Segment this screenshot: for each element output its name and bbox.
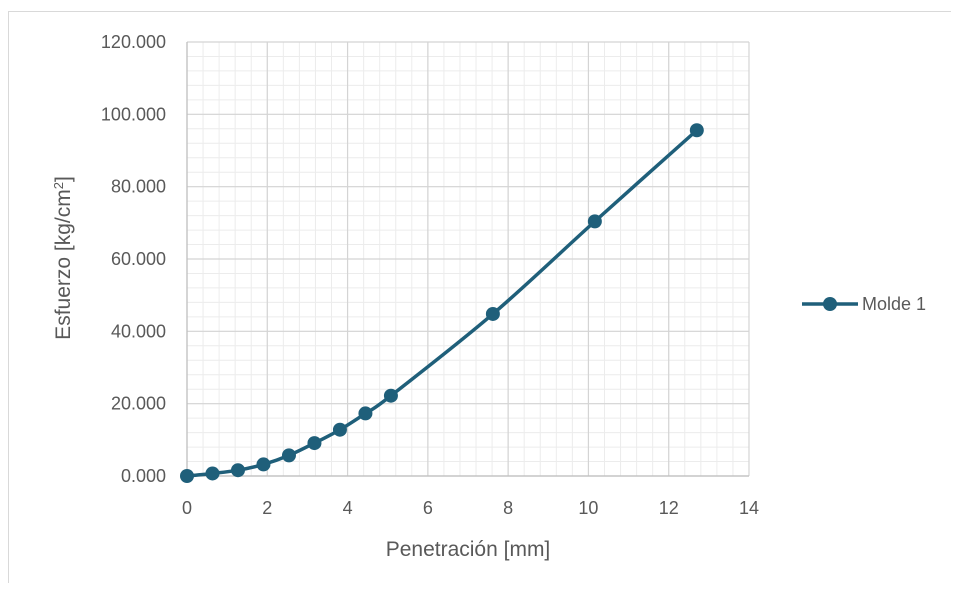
axes bbox=[186, 42, 749, 477]
y-tick-label: 100.000 bbox=[101, 104, 166, 124]
x-tick-label: 10 bbox=[578, 498, 598, 518]
major-grid bbox=[186, 41, 750, 477]
legend-label-molde-1: Molde 1 bbox=[862, 294, 926, 314]
y-axis-title: Esfuerzo [kg/cm2] bbox=[51, 176, 76, 340]
y-tick-label: 20.000 bbox=[111, 394, 166, 414]
x-tick-label: 8 bbox=[503, 498, 513, 518]
x-tick-label: 4 bbox=[343, 498, 353, 518]
data-point bbox=[281, 448, 296, 463]
y-tick-label: 60.000 bbox=[111, 249, 166, 269]
legend: Molde 1 bbox=[802, 294, 926, 314]
x-tick-label: 14 bbox=[739, 498, 759, 518]
y-axis-title-suffix: ] bbox=[52, 176, 75, 182]
data-point bbox=[256, 457, 271, 472]
data-point bbox=[230, 463, 245, 478]
x-tick-labels: 0 2 4 6 8 10 12 14 bbox=[182, 498, 759, 518]
data-point bbox=[383, 388, 398, 403]
legend-marker bbox=[823, 297, 837, 311]
data-point bbox=[587, 214, 602, 229]
y-axis-title-superscript: 2 bbox=[51, 182, 66, 189]
data-point bbox=[307, 436, 322, 451]
y-tick-label: 80.000 bbox=[111, 177, 166, 197]
chart-border bbox=[8, 11, 951, 583]
x-tick-label: 2 bbox=[262, 498, 272, 518]
data-point bbox=[180, 469, 194, 483]
x-tick-label: 0 bbox=[182, 498, 192, 518]
data-point bbox=[205, 466, 220, 481]
series-layer bbox=[180, 123, 704, 483]
y-tick-labels: 0.000 20.000 40.000 60.000 80.000 100.000 120.… bbox=[101, 32, 166, 486]
y-tick-label: 120.000 bbox=[101, 32, 166, 52]
y-axis-title-main: Esfuerzo [kg/cm bbox=[52, 189, 75, 340]
data-point bbox=[485, 306, 500, 321]
data-point bbox=[358, 406, 373, 421]
x-tick-label: 12 bbox=[659, 498, 679, 518]
x-axis-title: Penetración [mm] bbox=[386, 538, 551, 561]
y-tick-label: 40.000 bbox=[111, 321, 166, 341]
data-point bbox=[689, 123, 704, 138]
data-point bbox=[332, 422, 347, 437]
x-tick-label: 6 bbox=[423, 498, 433, 518]
y-tick-label: 0.000 bbox=[121, 466, 166, 486]
